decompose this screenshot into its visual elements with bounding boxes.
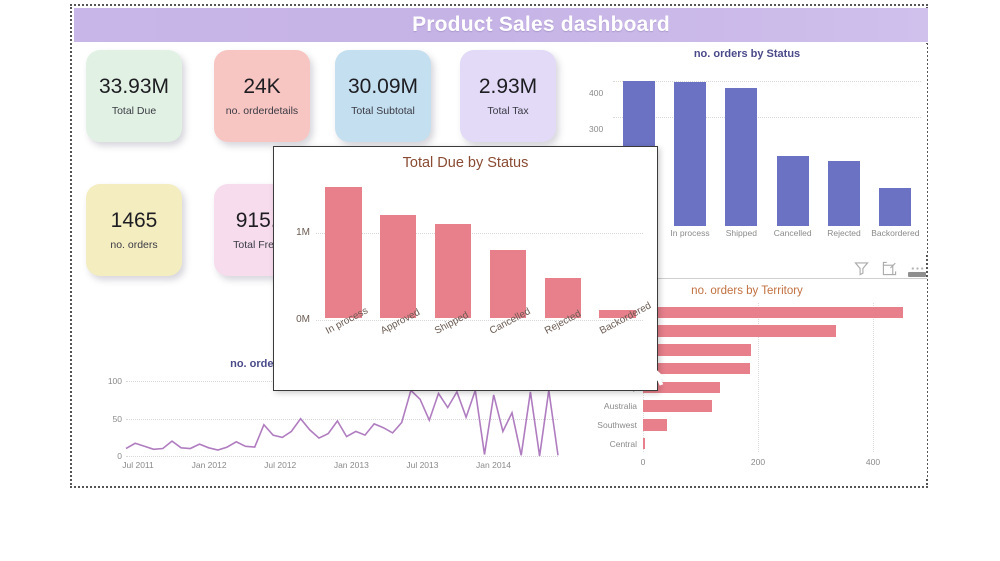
bar[interactable]: [643, 325, 836, 337]
x-tick-label: Cancelled: [773, 228, 812, 238]
visual-title: no. orders by Status: [693, 48, 801, 60]
kpi-value: 33.93M: [98, 74, 170, 98]
plot-area: [643, 303, 919, 452]
bar[interactable]: [599, 310, 636, 318]
bar[interactable]: [776, 155, 809, 226]
gridline: [613, 80, 921, 82]
dashboard-header-banner: Product Sales dashboard: [74, 8, 928, 42]
bar[interactable]: [325, 187, 362, 318]
x-tick-label: Backordered: [871, 228, 920, 238]
gridline: [316, 232, 643, 234]
bar[interactable]: [828, 161, 860, 226]
gridline: [126, 418, 558, 420]
x-tick-label: 0: [640, 457, 646, 467]
x-tick-label: 200: [750, 457, 766, 467]
kpi-label: Total Tax: [487, 105, 529, 118]
plot-area: [316, 179, 643, 321]
horizontal-scrollbar[interactable]: [908, 272, 926, 277]
kpi-card-total-subtotal[interactable]: 30.09M Total Subtotal: [335, 50, 431, 142]
kpi-label: Total Subtotal: [351, 105, 415, 118]
x-tick-label: Jan 2014: [476, 460, 512, 470]
x-tick-label: Jul 2013: [406, 460, 439, 470]
line-series: [125, 388, 559, 457]
y-tick-label: Central: [609, 438, 637, 449]
bar[interactable]: [643, 419, 667, 431]
x-tick-label: Shipped: [725, 228, 757, 238]
visual-title: no. orders by Territory: [691, 285, 803, 297]
bar[interactable]: [643, 437, 646, 450]
kpi-label: no. orderdetails: [225, 105, 299, 118]
bar[interactable]: [380, 215, 417, 318]
page-title: Product Sales dashboard: [412, 13, 670, 36]
bar[interactable]: [434, 224, 472, 318]
more-options-icon[interactable]: [910, 261, 925, 276]
kpi-value: 2.93M: [478, 74, 538, 98]
y-tick-label: 100: [107, 376, 122, 387]
y-tick-label: Australia: [603, 401, 637, 412]
kpi-value: 30.09M: [347, 74, 419, 98]
kpi-value: 1465: [110, 208, 158, 232]
x-tick-label: In process: [670, 228, 710, 238]
x-tick-label: 400: [865, 457, 881, 467]
kpi-card-total-tax[interactable]: 2.93M Total Tax: [460, 50, 556, 142]
bar[interactable]: [879, 188, 912, 226]
filter-icon[interactable]: [854, 261, 869, 276]
kpi-card-no-orders[interactable]: 1465 no. orders: [86, 184, 182, 276]
bar[interactable]: [643, 306, 903, 319]
x-tick-label: Jan 2013: [333, 460, 369, 470]
x-tick-label: Jul 2012: [264, 460, 297, 470]
gridline: [126, 456, 558, 457]
tooltip-title: Total Due by Status: [402, 155, 529, 171]
y-tick-label: 0M: [296, 314, 310, 325]
visual-toolbar[interactable]: [854, 261, 925, 276]
bar[interactable]: [489, 250, 526, 318]
kpi-label: Total Due: [111, 105, 157, 118]
kpi-card-total-due[interactable]: 33.93M Total Due: [86, 50, 182, 142]
y-tick-label: 300: [589, 124, 604, 135]
gridline: [613, 117, 921, 119]
y-tick-label: 400: [589, 87, 604, 98]
bar[interactable]: [643, 381, 721, 394]
plot-area: [613, 70, 921, 226]
focus-mode-icon[interactable]: [882, 261, 897, 276]
y-tick-label: Southwest: [597, 419, 637, 430]
x-tick-label: Rejected: [827, 228, 861, 238]
y-tick-label: 0: [117, 451, 122, 461]
gridline: [316, 320, 643, 321]
gridline: [758, 303, 759, 452]
gridline: [873, 303, 874, 452]
bar[interactable]: [643, 400, 712, 412]
bar[interactable]: [725, 88, 758, 226]
y-tick-label: 1M: [296, 226, 310, 238]
bar[interactable]: [544, 277, 581, 318]
x-tick-label: Jan 2012: [191, 460, 227, 470]
kpi-value: 24K: [243, 74, 281, 98]
mouse-cursor: [653, 366, 667, 392]
bar[interactable]: [643, 362, 750, 375]
x-tick-label: Jul 2011: [122, 460, 154, 470]
kpi-card-no-orderdetails[interactable]: 24K no. orderdetails: [214, 50, 310, 142]
bar[interactable]: [643, 344, 751, 356]
kpi-label: no. orders: [110, 239, 158, 252]
visual-title: no. orders: [230, 358, 284, 370]
bar[interactable]: [674, 82, 706, 226]
y-tick-label: 50: [112, 413, 122, 424]
tooltip-total-due-by-status[interactable]: Total Due by Status 0M 1M In process Approv…: [273, 146, 658, 391]
